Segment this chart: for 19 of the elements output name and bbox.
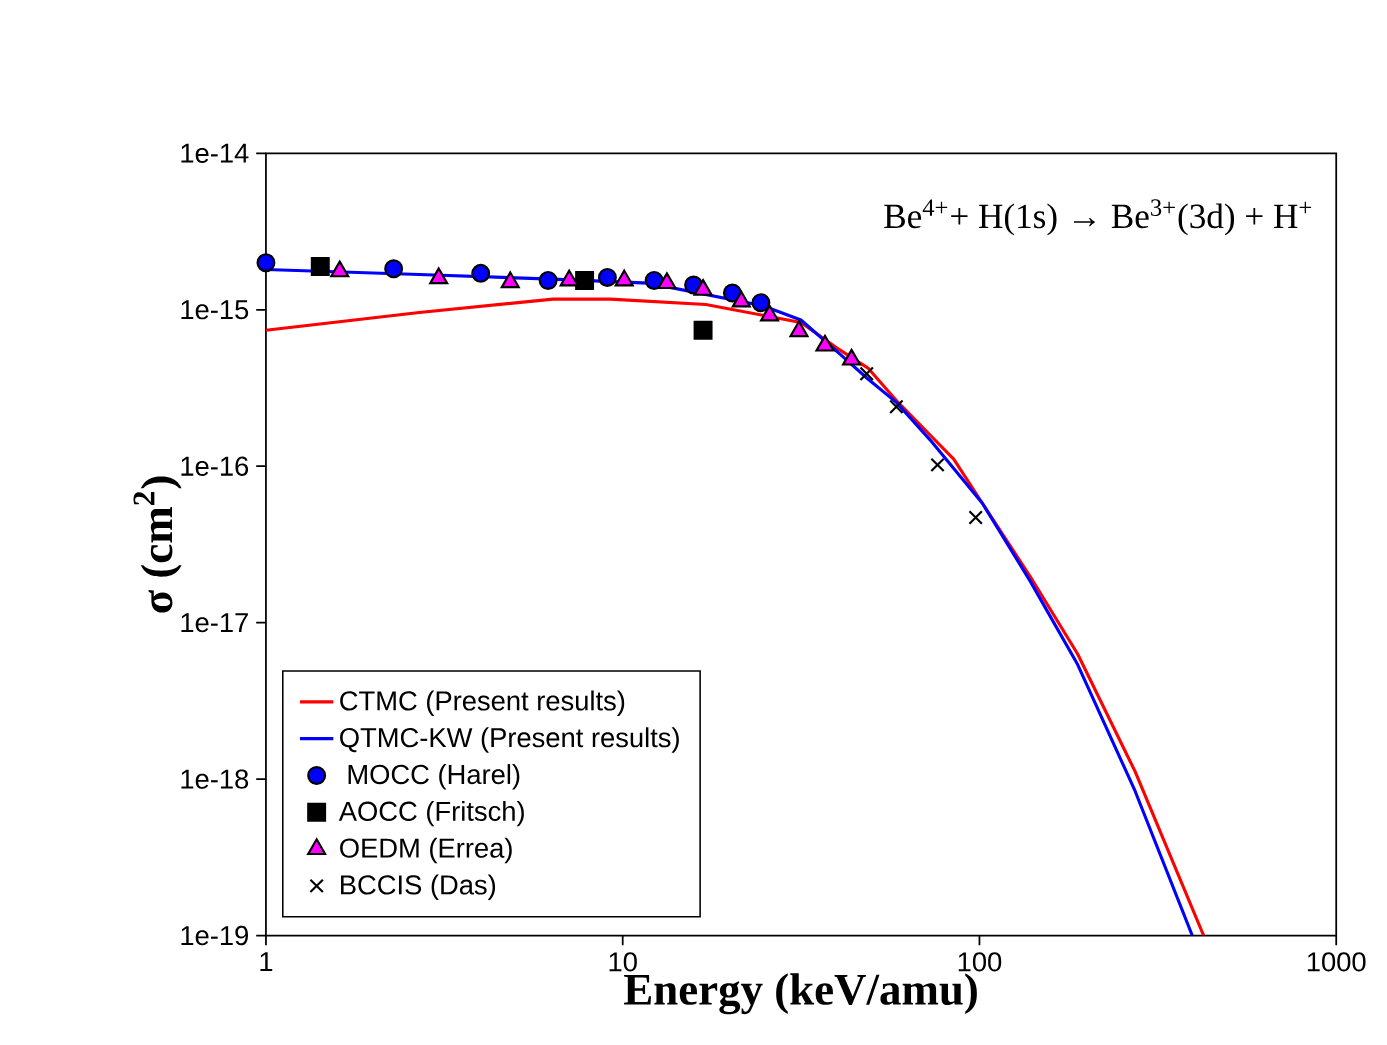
x-tick-label: 10: [609, 952, 637, 972]
y-tick-label: 1e-14: [181, 143, 249, 163]
legend-label: CTMC (Present results): [340, 690, 625, 717]
legend-label: AOCC (Fritsch): [338, 800, 524, 827]
y-axis-title: σ (cm$^{2}$): [133, 476, 182, 613]
y-tick-label: 1e-19: [181, 925, 248, 946]
y-tick-label: 1e-15: [181, 300, 249, 320]
legend-label: MOCC (Harel): [348, 764, 520, 790]
annotation: Be$^{4+}$+ H(1s) → Be$^{3+}$(3d) + H$^{+}$: [884, 199, 1312, 236]
x-axis-title: Energy (keV/amu): [624, 973, 977, 1015]
y-tick-label: 1e-18: [181, 769, 249, 789]
legend-label: QTMC-KW (Present results): [340, 727, 679, 753]
x-tick-label: 1: [260, 952, 273, 972]
y-tick-label: 1e-17: [181, 613, 248, 633]
x-tick-label: 100: [958, 952, 1002, 972]
x-tick-label: 1000: [1307, 952, 1366, 972]
legend-label: BCCIS (Das): [341, 874, 496, 901]
legend-label: OEDM (Errea): [340, 837, 512, 864]
y-tick-label: 1e-16: [181, 456, 249, 476]
